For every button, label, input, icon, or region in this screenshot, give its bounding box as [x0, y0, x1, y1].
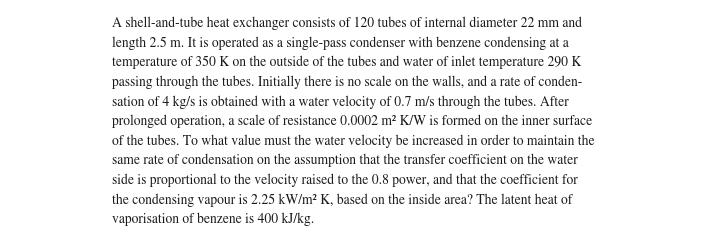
Text: same rate of condensation on the assumption that the transfer coefficient on the: same rate of condensation on the assumpt… — [112, 154, 577, 167]
Text: A shell-and-tube heat exchanger consists of 120 tubes of internal diameter 22 mm: A shell-and-tube heat exchanger consists… — [112, 17, 582, 30]
Text: prolonged operation, a scale of resistance 0.0002 m² K/W is formed on the inner : prolonged operation, a scale of resistan… — [112, 115, 592, 128]
Text: of the tubes. To what value must the water velocity be increased in order to mai: of the tubes. To what value must the wat… — [112, 134, 594, 148]
Text: length 2.5 m. It is operated as a single-pass condenser with benzene condensing : length 2.5 m. It is operated as a single… — [112, 36, 568, 50]
Text: sation of 4 kg/s is obtained with a water velocity of 0.7 m/s through the tubes.: sation of 4 kg/s is obtained with a wate… — [112, 95, 568, 109]
Text: temperature of 350 K on the outside of the tubes and water of inlet temperature : temperature of 350 K on the outside of t… — [112, 56, 581, 69]
Text: side is proportional to the velocity raised to the 0.8 power, and that the coeff: side is proportional to the velocity rai… — [112, 174, 577, 187]
Text: vaporisation of benzene is 400 kJ/kg.: vaporisation of benzene is 400 kJ/kg. — [112, 213, 314, 226]
Text: the condensing vapour is 2.25 kW/m² K, based on the inside area? The latent heat: the condensing vapour is 2.25 kW/m² K, b… — [112, 193, 572, 206]
Text: passing through the tubes. Initially there is no scale on the walls, and a rate : passing through the tubes. Initially the… — [112, 76, 582, 89]
